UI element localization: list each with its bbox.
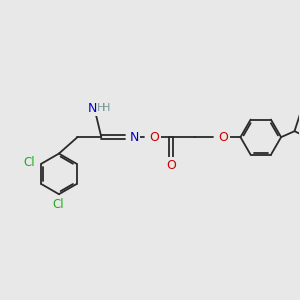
Text: Cl: Cl: [23, 156, 34, 169]
Text: N: N: [129, 131, 139, 144]
Text: O: O: [150, 131, 160, 144]
Text: Cl: Cl: [52, 198, 64, 211]
Text: H: H: [102, 103, 110, 113]
Text: O: O: [166, 159, 176, 172]
Text: O: O: [218, 131, 228, 144]
Text: N: N: [87, 102, 97, 115]
Text: H: H: [97, 103, 105, 113]
